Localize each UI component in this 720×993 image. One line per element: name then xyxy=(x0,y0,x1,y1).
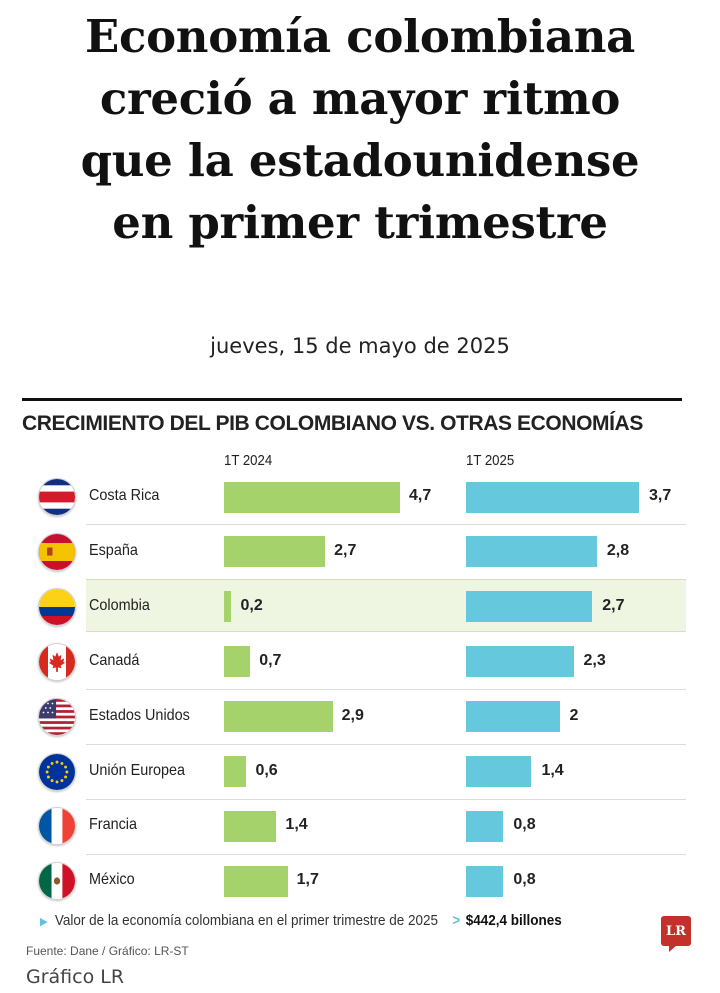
value-label-1t-2024-costa-rica: 4,7 xyxy=(409,487,432,504)
value-label-1t-2024-francia: 1,4 xyxy=(285,816,308,834)
country-label-estados-unidos: Estados Unidos xyxy=(89,706,190,724)
usa-flag-icon xyxy=(38,697,76,736)
series-header-1t-2024: 1T 2024 xyxy=(224,452,273,469)
canada-flag-icon xyxy=(38,642,76,681)
chart-title: CRECIMIENTO DEL PIB COLOMBIANO VS. OTRAS… xyxy=(22,412,643,435)
country-label-costa-rica: Costa Rica xyxy=(89,487,160,504)
spain-flag-icon xyxy=(38,532,76,571)
country-label-mexico: México xyxy=(89,871,135,889)
bar-1t-2025-colombia xyxy=(466,591,593,623)
chevron-right-icon: > xyxy=(452,912,461,929)
headline-line: que la estadounidense xyxy=(80,134,640,187)
value-label-1t-2024-mexico: 1,7 xyxy=(296,871,319,889)
publish-date: jueves, 15 de mayo de 2025 xyxy=(210,334,510,358)
bar-1t-2024-costa-rica xyxy=(224,481,400,513)
country-label-canada: Canadá xyxy=(89,651,140,669)
highlight-row-colombia xyxy=(86,579,686,632)
value-label-1t-2024-canada: 0,7 xyxy=(259,651,282,669)
country-label-espana: España xyxy=(89,541,138,559)
value-label-1t-2025-mexico: 0,8 xyxy=(513,871,536,889)
note-amount: $442,4 billones xyxy=(465,912,562,929)
bar-1t-2024-estados-unidos xyxy=(224,701,333,733)
bar-1t-2025-union-europea xyxy=(466,756,532,787)
country-label-colombia: Colombia xyxy=(89,596,150,614)
value-label-1t-2024-espana: 2,7 xyxy=(334,541,357,559)
country-label-union-europea: Unión Europea xyxy=(89,761,186,779)
value-label-1t-2025-francia: 0,8 xyxy=(513,816,536,834)
headline-line: en primer trimestre xyxy=(112,196,608,249)
colombia-flag-icon xyxy=(38,587,76,626)
bar-1t-2024-espana xyxy=(224,536,326,568)
bar-1t-2025-espana xyxy=(466,536,597,568)
economy-value-note: ▶ Valor de la economía colombiana en el p… xyxy=(40,912,562,929)
lr-logo: LR xyxy=(661,916,691,952)
bar-1t-2024-colombia xyxy=(224,591,232,623)
row-separator xyxy=(86,853,686,855)
headline-line: Economía colombiana xyxy=(84,10,635,63)
bar-1t-2025-canada xyxy=(466,646,574,678)
bar-1t-2024-mexico xyxy=(224,865,288,897)
value-label-1t-2025-costa-rica: 3,7 xyxy=(649,487,672,504)
value-label-1t-2024-union-europea: 0,6 xyxy=(255,761,278,779)
bar-1t-2024-francia xyxy=(224,810,277,842)
triangle-right-icon: ▶ xyxy=(40,916,48,928)
credit-text: Gráfico LR xyxy=(26,966,125,988)
headline: Economía colombiana creció a mayor ritmo… xyxy=(0,6,720,254)
row-separator xyxy=(86,798,686,800)
eu-flag-icon xyxy=(38,752,76,791)
value-label-1t-2024-estados-unidos: 2,9 xyxy=(341,706,364,724)
value-label-1t-2025-estados-unidos: 2 xyxy=(569,706,579,724)
headline-line: creció a mayor ritmo xyxy=(99,72,621,125)
costa-rica-flag-icon xyxy=(38,478,76,516)
value-label-1t-2025-espana: 2,8 xyxy=(606,541,630,559)
note-text: Valor de la economía colombiana en el pr… xyxy=(54,912,439,929)
row-separator xyxy=(86,744,686,746)
row-separator xyxy=(86,689,686,691)
bar-1t-2025-costa-rica xyxy=(466,481,639,513)
value-label-1t-2025-canada: 2,3 xyxy=(583,651,606,669)
bar-1t-2025-francia xyxy=(466,810,504,842)
value-label-1t-2024-colombia: 0,2 xyxy=(240,596,263,614)
bar-1t-2024-union-europea xyxy=(224,756,247,787)
value-label-1t-2025-colombia: 2,7 xyxy=(602,596,625,614)
bar-1t-2025-estados-unidos xyxy=(466,701,560,733)
bar-1t-2025-mexico xyxy=(466,865,504,897)
country-label-francia: Francia xyxy=(89,816,138,834)
row-separator xyxy=(86,524,686,526)
mexico-flag-icon xyxy=(38,862,76,901)
bar-1t-2024-canada xyxy=(224,646,251,678)
france-flag-icon xyxy=(38,807,76,846)
series-header-1t-2025: 1T 2025 xyxy=(466,452,515,469)
chart-top-rule xyxy=(22,398,682,401)
value-label-1t-2025-union-europea: 1,4 xyxy=(541,761,564,779)
source-text: Fuente: Dane / Gráfico: LR-ST xyxy=(26,944,189,958)
